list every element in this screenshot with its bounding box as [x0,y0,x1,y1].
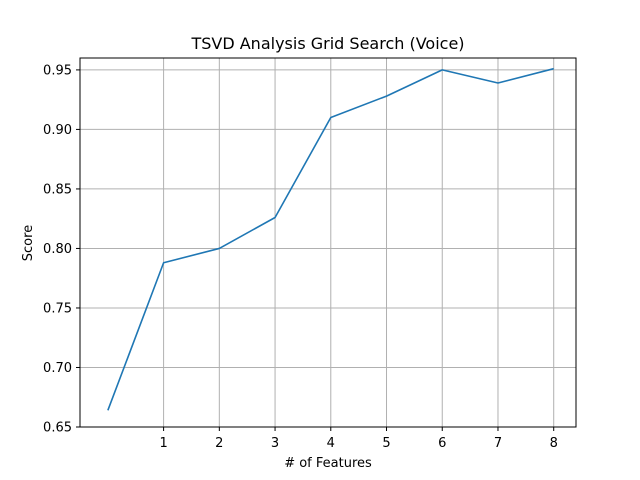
x-tick-label: 2 [215,436,223,451]
x-tick-label: 4 [327,436,335,451]
y-tick-label: 0.95 [43,63,72,78]
x-axis-label: # of Features [284,456,372,471]
x-tick-label: 5 [382,436,390,451]
x-tick-label: 6 [438,436,446,451]
y-tick-label: 0.90 [43,123,72,138]
x-tick-label: 3 [271,436,279,451]
x-tick-label: 7 [494,436,502,451]
y-tick-label: 0.75 [43,301,72,316]
series-line [107,67,554,411]
x-axis-ticks: 1 2 3 4 5 6 7 8 [159,427,558,451]
x-tick-label: 1 [159,436,167,451]
y-axis-ticks: 0.65 0.70 0.75 0.80 0.85 0.90 0.95 [43,63,80,436]
chart-title: TSVD Analysis Grid Search (Voice) [190,34,464,53]
y-tick-label: 0.70 [43,361,72,376]
x-tick-label: 8 [550,436,558,451]
y-tick-label: 0.65 [43,421,72,436]
series-group [107,67,554,411]
y-tick-label: 0.80 [43,242,72,257]
plot-frame [79,57,577,428]
y-tick-label: 0.85 [43,182,72,197]
y-axis-label: Score [21,225,36,261]
